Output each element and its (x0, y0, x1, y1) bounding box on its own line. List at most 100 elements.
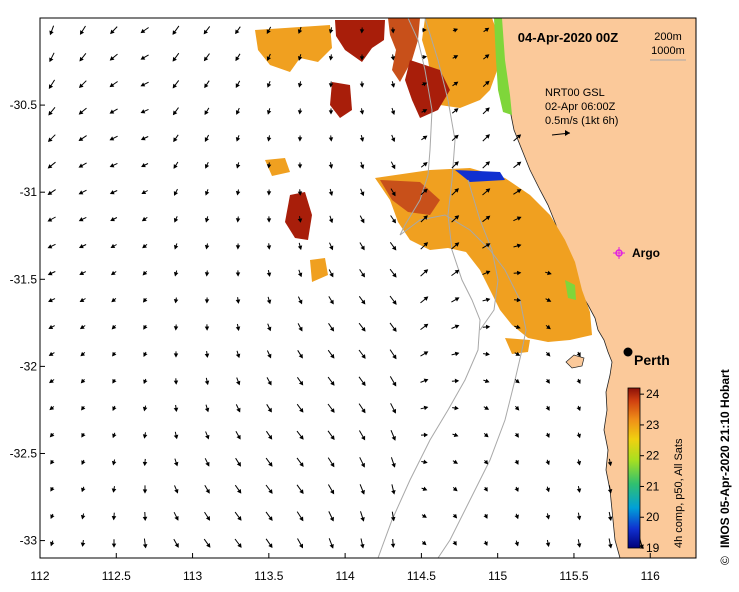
current-arrow-head (484, 378, 490, 384)
colorbar-gradient (627, 387, 641, 549)
current-arrow-head (329, 326, 335, 332)
current-arrow-head (173, 244, 179, 250)
current-arrow-head (299, 489, 304, 495)
current-arrow-head (422, 513, 427, 518)
current-arrow-head (297, 110, 303, 115)
current-arrow-head (484, 405, 490, 410)
current-arrow-head (140, 55, 146, 60)
current-arrow-head (235, 245, 241, 250)
current-arrow-head (173, 380, 179, 385)
current-arrow-head (607, 461, 613, 467)
current-arrow-head (392, 300, 397, 305)
current-arrow-head (266, 137, 272, 142)
current-info: NRT00 GSL 02-Apr 06:00Z 0.5m/s (1kt 6h) (545, 87, 618, 136)
current-arrow-head (328, 191, 334, 197)
current-arrow-head (391, 436, 396, 441)
current-arrow-head (639, 544, 644, 549)
current-arrow-head (236, 407, 241, 413)
current-arrow-head (545, 433, 550, 438)
current-arrow-head (360, 543, 365, 549)
current-arrow-head (360, 218, 365, 224)
colorbar-tick-label: 23 (646, 418, 660, 432)
current-arrow-head (205, 488, 210, 494)
current-arrow-head (142, 406, 148, 412)
x-tick-label: 115.5 (559, 569, 588, 583)
current-arrow-head (484, 54, 490, 59)
current-arrow-head (141, 216, 147, 222)
current-arrow-head (173, 271, 179, 277)
current-arrow-head (48, 110, 53, 116)
current-arrow-head (268, 489, 273, 494)
current-arrow-head (172, 110, 178, 116)
current-arrow-head (576, 352, 581, 357)
current-arrow-head (516, 270, 522, 276)
current-arrow-head (143, 352, 148, 357)
current-arrow-head (545, 378, 550, 384)
current-arrow-head (236, 489, 242, 494)
colorbar-label: 4h comp, p50, All Sats (673, 438, 685, 548)
current-arrow-head (360, 191, 365, 197)
current-arrow-head (423, 405, 429, 411)
current-arrow-head (359, 56, 365, 61)
depth-legend-200m: 200m (654, 31, 682, 43)
current-arrow-head (47, 217, 53, 222)
current-arrow-head (359, 164, 365, 170)
colorbar: 24 23 22 21 20 19 4h comp, p50, All Sats (627, 387, 685, 555)
current-arrow-head (514, 514, 519, 520)
current-arrow-head (235, 272, 241, 277)
current-arrow-head (454, 134, 459, 140)
current-arrow-head (515, 378, 520, 384)
current-arrow-head (454, 269, 460, 275)
current-arrow-head (329, 299, 334, 305)
current-arrow-head (173, 326, 179, 331)
current-arrow-head (112, 433, 117, 439)
current-arrow-head (204, 137, 209, 142)
current-arrow-head (236, 380, 241, 386)
current-arrow-head (173, 407, 179, 413)
current-arrow-head (454, 351, 460, 357)
current-arrow-head (111, 543, 117, 548)
current-arrow-head (423, 351, 429, 356)
current-arrow-head (235, 299, 241, 304)
current-arrow-head (485, 188, 491, 193)
current-arrow-head (204, 163, 210, 169)
current-arrow-head (485, 351, 490, 357)
current-arrow-head (111, 297, 116, 303)
current-arrow-head (608, 543, 613, 549)
current-arrow-head (205, 434, 210, 440)
current-time: 02-Apr 06:00Z (545, 101, 616, 113)
current-arrow-head (110, 243, 116, 249)
current-arrow-head (514, 405, 520, 411)
current-arrow-head (422, 486, 428, 491)
current-arrow-head (516, 297, 522, 303)
current-arrow-head (266, 191, 272, 196)
current-arrow-head (360, 516, 365, 522)
current-arrow-head (297, 218, 303, 223)
current-arrow-head (297, 137, 303, 142)
current-arrow-head (514, 487, 519, 492)
current-arrow-head (143, 325, 148, 330)
current-arrow-head (545, 460, 550, 466)
current-arrow-head (173, 217, 179, 223)
current-arrow-head (299, 543, 303, 549)
current-arrow-head (547, 270, 552, 276)
current-arrow-head (140, 109, 146, 114)
current-arrow-head (390, 110, 396, 116)
current-arrow-head (392, 381, 397, 387)
x-axis: 112 112.5 113 113.5 114 114.5 115 115.5 116 (30, 553, 660, 583)
current-arrow-head (142, 489, 148, 494)
current-arrow-head (514, 460, 519, 465)
current-arrow-head (266, 164, 272, 169)
plot-frame (39, 17, 697, 559)
current-arrow-head (80, 542, 86, 547)
current-arrow-head (483, 514, 488, 519)
current-arrow-head (390, 516, 396, 522)
current-arrow-head (330, 435, 335, 441)
current-scale: 0.5m/s (1kt 6h) (545, 115, 618, 127)
current-arrow-head (80, 514, 86, 520)
current-arrow-head (454, 161, 459, 166)
current-arrow-head (48, 351, 54, 356)
current-arrow-head (485, 215, 491, 221)
current-arrow-head (47, 190, 53, 195)
current-arrow-head (173, 191, 178, 196)
